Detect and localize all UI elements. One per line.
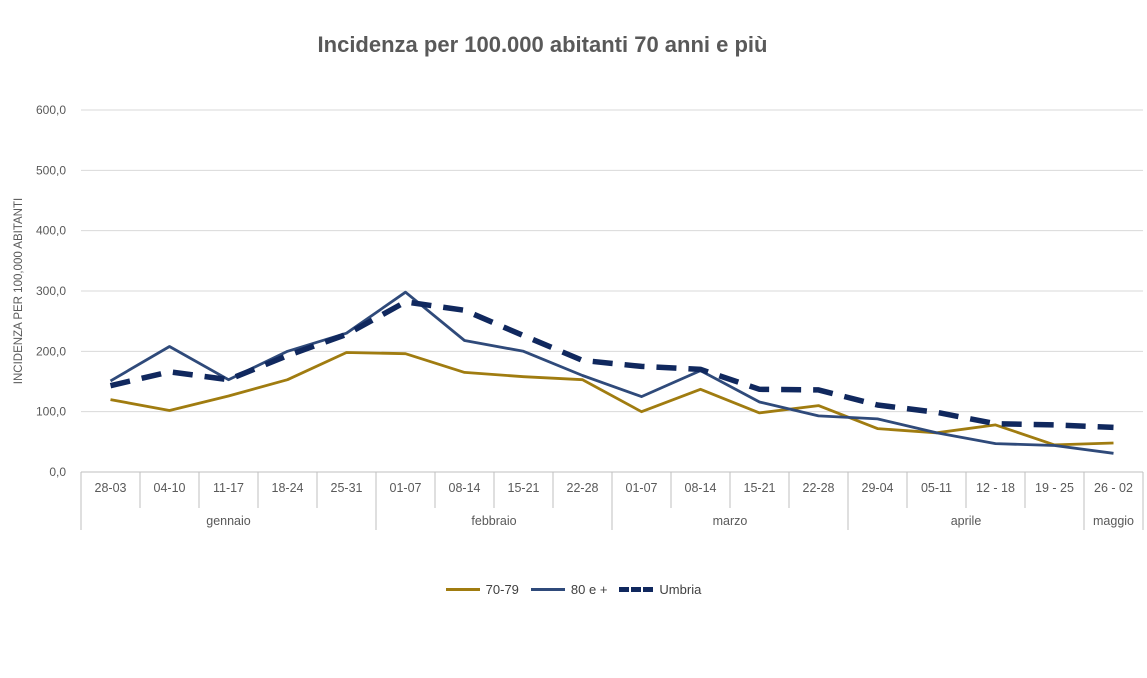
x-tick-label: 19 - 25 <box>1035 481 1074 495</box>
legend-item: 80 e + <box>530 582 608 597</box>
x-tick-label: 12 - 18 <box>976 481 1015 495</box>
legend-item: Umbria <box>619 582 701 597</box>
series-line-70-79 <box>110 351 1114 447</box>
chart-title: Incidenza per 100.000 abitanti 70 anni e… <box>317 32 768 57</box>
y-tick-label: 600,0 <box>36 103 66 117</box>
x-tick-label: 28-03 <box>95 481 127 495</box>
y-tick-label: 200,0 <box>36 344 66 358</box>
x-group-label: marzo <box>713 514 748 528</box>
series-line-80-e <box>109 290 1114 455</box>
x-tick-label: 08-14 <box>449 481 481 495</box>
x-tick-label: 01-07 <box>390 481 422 495</box>
y-tick-label: 500,0 <box>36 163 66 177</box>
legend-swatch <box>619 587 654 592</box>
x-tick-label: 25-31 <box>331 481 363 495</box>
x-tick-label: 29-04 <box>862 481 894 495</box>
x-group-label: maggio <box>1093 514 1134 528</box>
x-tick-label: 05-11 <box>921 481 952 495</box>
y-tick-label: 0,0 <box>49 465 66 479</box>
x-group-label: gennaio <box>206 514 251 528</box>
x-tick-label: 22-28 <box>567 481 599 495</box>
y-tick-label: 400,0 <box>36 224 66 238</box>
legend-label: Umbria <box>659 582 702 597</box>
series-line-umbria <box>109 299 1114 431</box>
legend-swatch <box>445 588 480 591</box>
legend-label: 80 e + <box>570 582 608 597</box>
x-tick-label: 04-10 <box>154 481 186 495</box>
x-tick-label: 22-28 <box>803 481 835 495</box>
legend-item: 70-79 <box>445 582 519 597</box>
x-tick-label: 15-21 <box>508 481 540 495</box>
y-tick-label: 100,0 <box>36 405 66 419</box>
x-tick-label: 18-24 <box>272 481 304 495</box>
legend-label: 70-79 <box>485 582 519 597</box>
x-tick-label: 01-07 <box>626 481 658 495</box>
x-tick-label: 11-17 <box>213 481 244 495</box>
x-group-label: aprile <box>951 514 982 528</box>
y-tick-label: 300,0 <box>36 284 66 298</box>
x-tick-label: 15-21 <box>744 481 776 495</box>
x-group-label: febbraio <box>471 514 516 528</box>
x-tick-label: 08-14 <box>685 481 717 495</box>
chart-legend: 70-79 80 e + Umbria <box>0 582 1147 597</box>
x-tick-label: 26 - 02 <box>1094 481 1133 495</box>
y-axis-title: INCIDENZA PER 100,000 ABITANTI <box>13 198 25 384</box>
legend-swatch <box>530 588 565 591</box>
